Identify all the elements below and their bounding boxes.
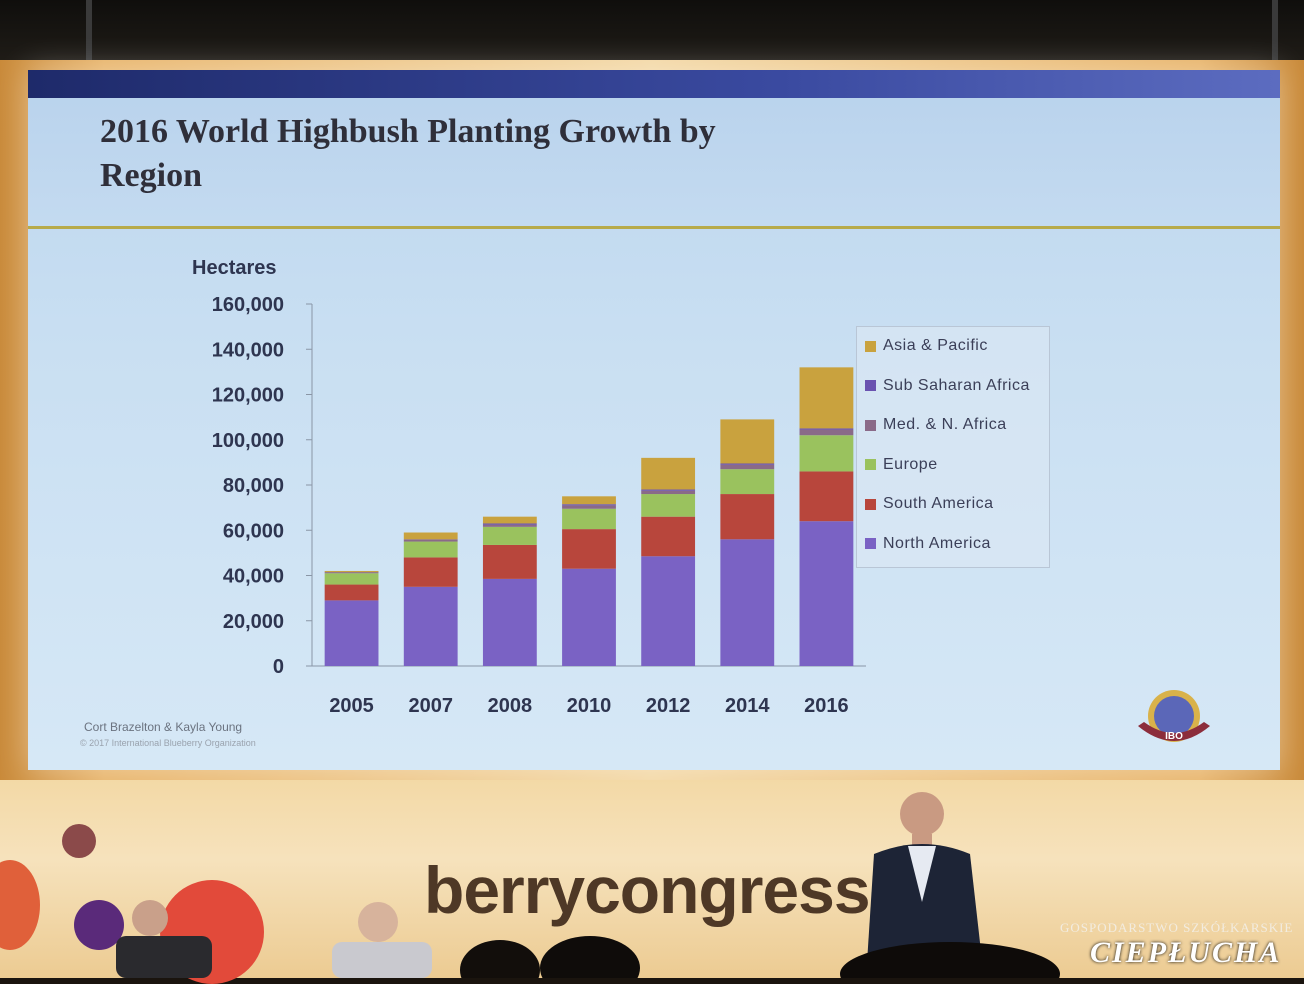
legend-swatch — [865, 538, 876, 549]
ibo-logo-icon: IBO — [1138, 690, 1210, 742]
y-tick-label: 100,000 — [212, 430, 284, 452]
bar-segment — [720, 419, 775, 464]
legend-item: North America — [865, 533, 991, 555]
bar-segment — [720, 494, 775, 540]
watermark-title: CIEPŁUCHA — [1090, 936, 1282, 969]
legend-item: Sub Saharan Africa — [865, 375, 1030, 397]
y-tick-label: 20,000 — [223, 611, 284, 633]
bar-segment — [403, 586, 458, 666]
x-tick-label: 2008 — [488, 695, 533, 717]
bar-segment — [641, 494, 696, 517]
y-tick-label: 80,000 — [223, 475, 284, 497]
slide-title-rule — [28, 226, 1280, 229]
y-tick-label: 40,000 — [223, 566, 284, 588]
audience-person — [116, 900, 212, 978]
legend-label: South America — [883, 495, 994, 512]
bar-segment — [403, 532, 458, 540]
ceiling-truss — [86, 0, 92, 80]
chart-labels: Hectares 0 20,000 40,000 60,000 80,000 100,000… — [192, 257, 849, 717]
decor-dot — [62, 824, 96, 858]
audience-heads — [460, 936, 640, 978]
bar-segment — [641, 516, 696, 557]
x-tick-label: 2007 — [408, 695, 453, 717]
slide-credit: Cort Brazelton & Kayla Young — [84, 720, 243, 734]
bar-segment — [720, 463, 775, 465]
bar-segment — [324, 572, 379, 574]
bar-segment — [562, 504, 616, 506]
bar-segment — [799, 435, 854, 472]
bar-segment — [403, 557, 458, 587]
ceiling-truss — [1272, 0, 1278, 80]
bar-segment — [403, 541, 458, 558]
bar-segment — [482, 524, 537, 527]
bar-segment — [799, 367, 854, 429]
legend-item: South America — [865, 493, 994, 515]
legend-item: Med. & N. Africa — [865, 414, 1007, 436]
bar-segment — [403, 539, 458, 542]
bar-segment — [324, 600, 379, 666]
bar-segment — [482, 526, 537, 545]
x-tick-label: 2014 — [725, 695, 770, 717]
legend-swatch — [865, 340, 876, 352]
decor-dot — [74, 900, 124, 950]
legend-label: North America — [883, 534, 991, 552]
bar-segment — [562, 529, 616, 569]
chart-legend: Asia & Pacific Sub Saharan Africa Med. & N… — [856, 326, 1050, 568]
projection-screen: 2016 World Highbush Planting Growth by R… — [28, 70, 1280, 770]
bar-segment — [799, 521, 854, 666]
y-tick-label: 140,000 — [212, 339, 284, 361]
bar-segment — [324, 570, 379, 573]
bar-segment — [641, 556, 696, 666]
x-tick-label: 2005 — [329, 695, 374, 717]
y-tick-label: 0 — [273, 656, 284, 678]
stacked-bar-chart: Hectares 0 20,000 40,000 60,000 80,000 100,000… — [192, 257, 866, 717]
legend-swatch — [865, 380, 876, 391]
slide-top-strip — [28, 70, 1280, 98]
bar-segment — [562, 505, 616, 509]
slide-copyright: © 2017 International Blueberry Organizat… — [80, 738, 256, 748]
y-tick-label: 120,000 — [212, 385, 284, 407]
bar-segment — [482, 516, 537, 524]
legend-swatch — [865, 419, 876, 431]
x-tick-label: 2010 — [567, 695, 612, 717]
bar-segment — [562, 568, 616, 666]
bar-segment — [720, 464, 775, 470]
legend-label: Med. & N. Africa — [883, 416, 1007, 433]
slide-title: 2016 World Highbush Planting Growth by R… — [100, 113, 716, 194]
bar-segment — [482, 544, 537, 579]
y-tick-label: 60,000 — [223, 520, 284, 542]
audience-heads — [840, 942, 1060, 978]
audience-person — [332, 902, 432, 978]
watermark-subtitle: GOSPODARSTWO SZKÓŁKARSKIE — [1060, 920, 1294, 935]
legend-item: Europe — [865, 454, 938, 476]
bar-segment — [720, 539, 775, 666]
legend-swatch — [865, 459, 876, 470]
y-tick-label: 160,000 — [212, 294, 284, 316]
bar-segment — [641, 457, 696, 490]
legend-label: Sub Saharan Africa — [883, 376, 1030, 394]
bar-segment — [562, 508, 616, 530]
bar-segment — [562, 496, 616, 505]
legend-label: Europe — [883, 455, 938, 473]
bar-segment — [799, 471, 854, 522]
bar-segment — [641, 490, 696, 495]
chart-bars — [324, 367, 854, 666]
bar-segment — [324, 584, 379, 601]
bar-segment — [799, 428, 854, 430]
bar-segment — [799, 429, 854, 436]
ibo-logo-text: IBO — [1165, 731, 1183, 742]
x-tick-label: 2016 — [804, 695, 849, 717]
x-tick-label: 2012 — [646, 695, 691, 717]
bar-segment — [641, 489, 696, 491]
legend-swatch — [865, 498, 876, 510]
legend-label: Asia & Pacific — [883, 337, 988, 354]
legend-item: Asia & Pacific — [865, 335, 988, 357]
event-brand-text: berrycongress.c — [424, 853, 924, 927]
bar-segment — [324, 573, 379, 585]
bar-segment — [482, 578, 537, 666]
y-axis-label: Hectares — [192, 257, 277, 279]
bar-segment — [482, 523, 537, 525]
bar-segment — [720, 469, 775, 495]
